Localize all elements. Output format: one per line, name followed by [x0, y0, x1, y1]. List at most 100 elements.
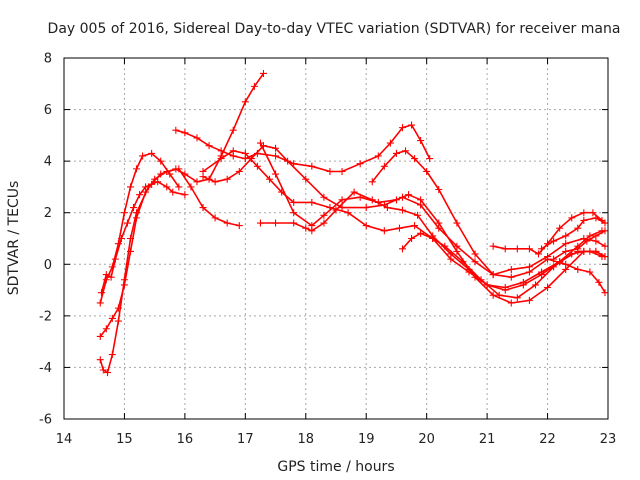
data-point	[356, 160, 364, 168]
series-line	[259, 142, 606, 304]
data-point	[519, 281, 527, 289]
series-arc-b	[97, 178, 189, 297]
data-point	[108, 351, 116, 359]
data-point	[241, 98, 249, 106]
plot-frame	[63, 57, 609, 420]
data-point	[429, 235, 437, 242]
series-line	[202, 144, 606, 276]
x-tick-label: 22	[539, 432, 556, 447]
data-point	[411, 222, 419, 230]
series-line	[552, 230, 606, 260]
data-point	[383, 204, 391, 212]
data-point	[223, 175, 231, 183]
data-point	[477, 276, 485, 284]
data-point	[471, 258, 479, 266]
data-point	[235, 167, 243, 175]
data-point	[108, 314, 116, 322]
data-point	[459, 258, 467, 266]
data-point	[175, 183, 183, 191]
series-arc-e	[172, 121, 434, 175]
series-arc-n	[550, 227, 609, 263]
y-tick-label: 8	[44, 52, 52, 67]
data-point	[435, 186, 443, 194]
data-point	[362, 204, 370, 212]
data-point	[326, 167, 334, 175]
data-point	[550, 237, 558, 245]
data-point	[259, 69, 267, 77]
data-point	[525, 296, 533, 304]
data-point	[99, 366, 107, 374]
data-point	[380, 227, 388, 235]
data-point	[308, 198, 316, 206]
data-point	[290, 198, 298, 206]
data-point	[534, 250, 542, 258]
data-point	[374, 152, 382, 160]
data-point	[453, 247, 461, 255]
data-point	[453, 219, 461, 227]
data-point	[114, 304, 122, 312]
data-point	[408, 235, 416, 242]
data-point	[368, 178, 376, 186]
x-tick-label: 14	[56, 432, 73, 447]
data-point	[531, 281, 539, 289]
data-point	[223, 219, 231, 227]
data-point	[405, 191, 413, 199]
data-point	[172, 126, 180, 134]
data-point	[256, 219, 264, 227]
data-point	[169, 188, 177, 196]
series-line	[100, 181, 186, 294]
data-point	[414, 211, 422, 219]
data-point	[507, 299, 515, 307]
data-point	[290, 219, 298, 227]
data-point	[217, 155, 225, 163]
data-point	[111, 255, 119, 263]
data-point	[308, 162, 316, 170]
data-point	[250, 82, 258, 90]
x-tick-label: 23	[600, 432, 617, 447]
data-point	[525, 245, 533, 253]
data-point	[601, 253, 609, 261]
data-point	[568, 250, 576, 258]
data-point	[120, 281, 128, 289]
data-point	[102, 271, 110, 279]
data-point	[398, 206, 406, 214]
data-point	[290, 209, 298, 217]
y-tick-label: -4	[39, 361, 52, 376]
data-point	[211, 214, 219, 222]
data-point	[550, 263, 558, 271]
data-point	[96, 332, 104, 340]
data-point	[338, 204, 346, 212]
data-point	[344, 209, 352, 217]
data-point	[525, 268, 533, 276]
data-point	[133, 165, 141, 173]
x-axis-label: GPS time / hours	[277, 459, 394, 475]
data-point	[126, 183, 134, 191]
chart-title: Day 005 of 2016, Sidereal Day-to-day VTE…	[48, 21, 621, 37]
data-point	[441, 242, 449, 250]
data-point	[562, 240, 570, 248]
series-arc-m	[538, 214, 609, 253]
data-point	[302, 175, 310, 183]
data-point	[272, 144, 280, 152]
data-point	[133, 214, 141, 222]
data-point	[489, 291, 497, 299]
data-point	[386, 139, 394, 147]
axis-ticks: 14 15 16 17 18 19 20 21 22 23 -6 -4 -2 0 2 4 6 8	[39, 52, 616, 448]
data-point	[102, 325, 110, 333]
data-point	[574, 224, 582, 232]
data-point	[601, 227, 609, 235]
data-point	[586, 268, 594, 276]
series-arc-f	[199, 142, 609, 279]
data-point	[229, 126, 237, 134]
data-point	[163, 183, 171, 191]
data-point	[272, 170, 280, 178]
grid	[64, 58, 608, 419]
data-point	[148, 149, 156, 157]
data-point	[284, 157, 292, 165]
data-point	[501, 286, 509, 294]
data-point	[126, 247, 134, 255]
y-tick-label: 6	[44, 103, 52, 118]
data-point	[417, 137, 425, 145]
y-tick-label: 2	[44, 206, 52, 221]
series-line	[175, 124, 431, 173]
